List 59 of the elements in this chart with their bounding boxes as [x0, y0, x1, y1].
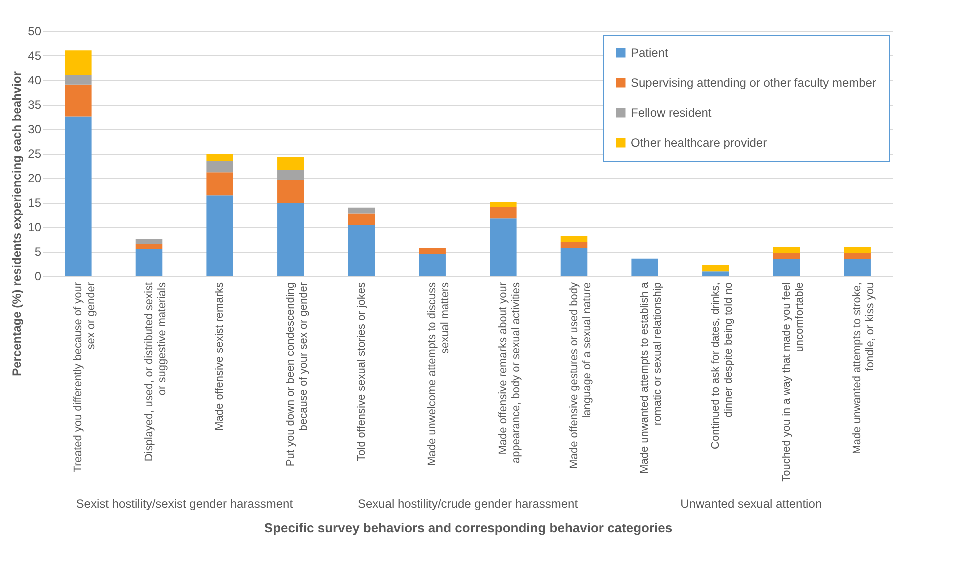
bar: [65, 84, 92, 117]
bar: [773, 259, 800, 276]
bar: [844, 253, 871, 260]
x-tick-label: Told offensive sexual stories or jokes: [356, 282, 368, 462]
y-tick-label: 45: [28, 49, 42, 63]
y-tick-label: 20: [28, 172, 42, 186]
y-tick-label: 30: [28, 122, 42, 136]
y-tick-label: 5: [34, 245, 42, 259]
bar: [65, 50, 92, 76]
bar: [844, 259, 871, 276]
bar: [278, 203, 304, 276]
bar: [419, 254, 446, 276]
text: Unwanted sexual attention: [680, 497, 822, 511]
bar: [136, 239, 163, 244]
y-tick-label: 10: [28, 220, 42, 234]
bar: [348, 208, 376, 214]
bar: [348, 214, 376, 226]
bar: [65, 116, 92, 276]
y-tick-label: 0: [34, 270, 42, 284]
bar: [560, 236, 588, 242]
bar: [702, 272, 730, 276]
bar: [773, 247, 800, 254]
text: Sexist hostility/sexist gender harassment: [76, 497, 294, 511]
legend-label: Fellow resident: [631, 106, 712, 120]
bar: [206, 154, 234, 162]
bar: [136, 244, 163, 250]
x-tick-label: Made offensive sexist remarks: [214, 282, 226, 431]
y-tick-label: 25: [28, 147, 42, 161]
y-tick-label: 35: [28, 98, 42, 112]
bar: [278, 180, 304, 204]
bar: [844, 247, 871, 254]
bar: [702, 265, 730, 272]
bar: [490, 202, 517, 208]
bar: [278, 170, 304, 180]
bar: [560, 248, 588, 276]
legend-label: Other healthcare provider: [631, 136, 768, 150]
y-tick-label: 15: [28, 196, 42, 210]
bar: [490, 207, 517, 219]
bar: [419, 248, 446, 254]
bar: [632, 258, 658, 276]
bar: [65, 75, 92, 85]
bar: [348, 225, 376, 276]
bar: [206, 161, 234, 173]
x-axis-title: Specific survey behaviors and corresponding behavior categories: [264, 520, 673, 536]
legend-label: Patient: [631, 46, 670, 60]
bar: [490, 218, 517, 276]
bar: [773, 253, 800, 260]
bar: [278, 157, 304, 170]
y-tick-label: 50: [28, 24, 42, 38]
legend-label: Supervising attending or other faculty member: [631, 76, 876, 90]
x-tick-label: Made unwelcome attempts to discuss sexual matters: [426, 282, 452, 466]
y-axis-title: Percentage (%) residents experiencing each beahvior: [10, 71, 24, 376]
x-tick-label: Treated you differently because of your sex or gender: [72, 282, 98, 473]
text: Sexual hostility/crude gender harassment: [358, 497, 579, 511]
bar: [206, 196, 234, 276]
bar: [560, 242, 588, 248]
y-tick-label: 40: [28, 74, 42, 88]
bar: [206, 172, 234, 196]
bar: [136, 249, 163, 276]
